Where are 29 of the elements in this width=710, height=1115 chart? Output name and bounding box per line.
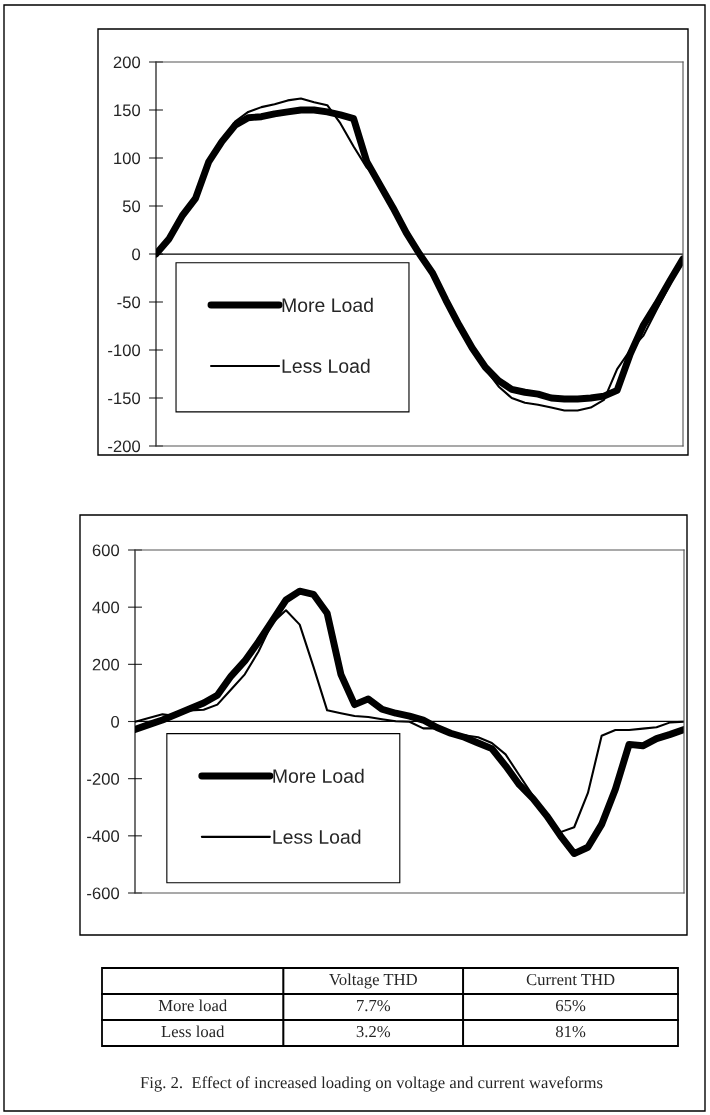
y-tick-label: 50 [122,200,141,213]
caption: Fig. 2. Effect of increased loading on voltage and current waveforms [140,1076,603,1092]
y-tick-label: 0 [111,715,120,728]
legend-label: More Load [273,768,364,783]
y-tick-label: -50 [117,296,141,309]
y-tick-label: 600 [92,544,120,557]
y-tick-label: -150 [108,392,141,405]
text: 81% [555,1025,586,1038]
y-tick-label: -200 [108,440,141,453]
category-label: More load [158,999,227,1012]
y-tick-label: -100 [108,344,141,357]
y-tick-label: 150 [114,104,141,117]
text: 3.2% [356,1025,391,1038]
y-tick-label: -600 [87,887,120,900]
text: 65% [556,999,586,1012]
category-label: Less load [161,1025,225,1038]
y-tick-label: -200 [87,773,120,785]
category-label: Current THD [526,973,615,986]
legend-label: More Load [282,297,373,313]
legend-label: Less Load [282,358,370,373]
y-tick-label: 200 [92,658,120,671]
category-label: Voltage THD [329,973,417,989]
legend-label: Less Load [273,829,361,844]
text: 7.7% [357,999,391,1012]
y-tick-label: 100 [114,152,141,165]
y-tick-label: 0 [132,248,141,261]
y-tick-label: -400 [87,830,120,843]
y-tick-label: 400 [92,601,120,614]
y-tick-label: 200 [113,56,141,69]
